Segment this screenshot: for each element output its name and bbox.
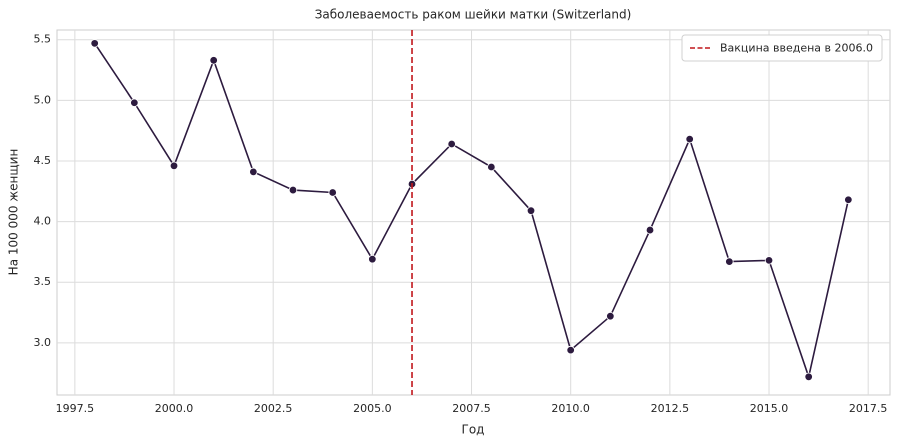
x-tick-label: 2012.5	[651, 402, 690, 415]
x-tick-label: 2002.5	[254, 402, 293, 415]
y-tick-label: 5.5	[34, 33, 52, 46]
point	[685, 134, 694, 144]
chart-title: Заболеваемость раком шейки матки (Switze…	[315, 8, 632, 22]
point	[725, 257, 734, 266]
legend-box	[681, 34, 883, 62]
point	[606, 311, 615, 321]
x-tick-label: 2017.5	[849, 402, 888, 415]
point	[566, 345, 575, 355]
x-tick-label: 2007.5	[452, 402, 491, 415]
x-tick-label: 2005.0	[353, 402, 392, 415]
y-axis-label: На 100 000 женщин	[7, 149, 21, 276]
point	[328, 188, 337, 197]
point	[447, 139, 456, 149]
y-tick-label: 3.5	[34, 275, 52, 288]
point	[249, 167, 258, 177]
point	[645, 225, 655, 235]
point	[804, 372, 813, 382]
point	[368, 254, 377, 264]
point	[844, 195, 853, 204]
y-tick-label: 4.5	[34, 154, 52, 167]
y-tick-label: 3.0	[34, 336, 52, 349]
point	[130, 98, 139, 107]
point	[209, 56, 218, 65]
point	[288, 185, 298, 195]
line	[94, 42, 850, 380]
point	[764, 256, 774, 265]
point	[90, 39, 99, 48]
y-tick-label: 5.0	[34, 93, 52, 106]
x-tick-label: 2010.0	[551, 402, 590, 415]
x-tick-label: 2015.0	[750, 402, 789, 415]
point	[526, 206, 536, 215]
x-tick-label: 1997.5	[56, 402, 95, 415]
y-tick-label: 4.0	[34, 215, 52, 228]
point	[487, 162, 496, 172]
legend-label: Вакцина введена в 2006.0	[720, 42, 873, 55]
plot-area	[56, 29, 891, 396]
x-axis-label: Год	[462, 423, 485, 437]
point	[169, 161, 179, 171]
x-tick-label: 2000.0	[155, 402, 194, 415]
